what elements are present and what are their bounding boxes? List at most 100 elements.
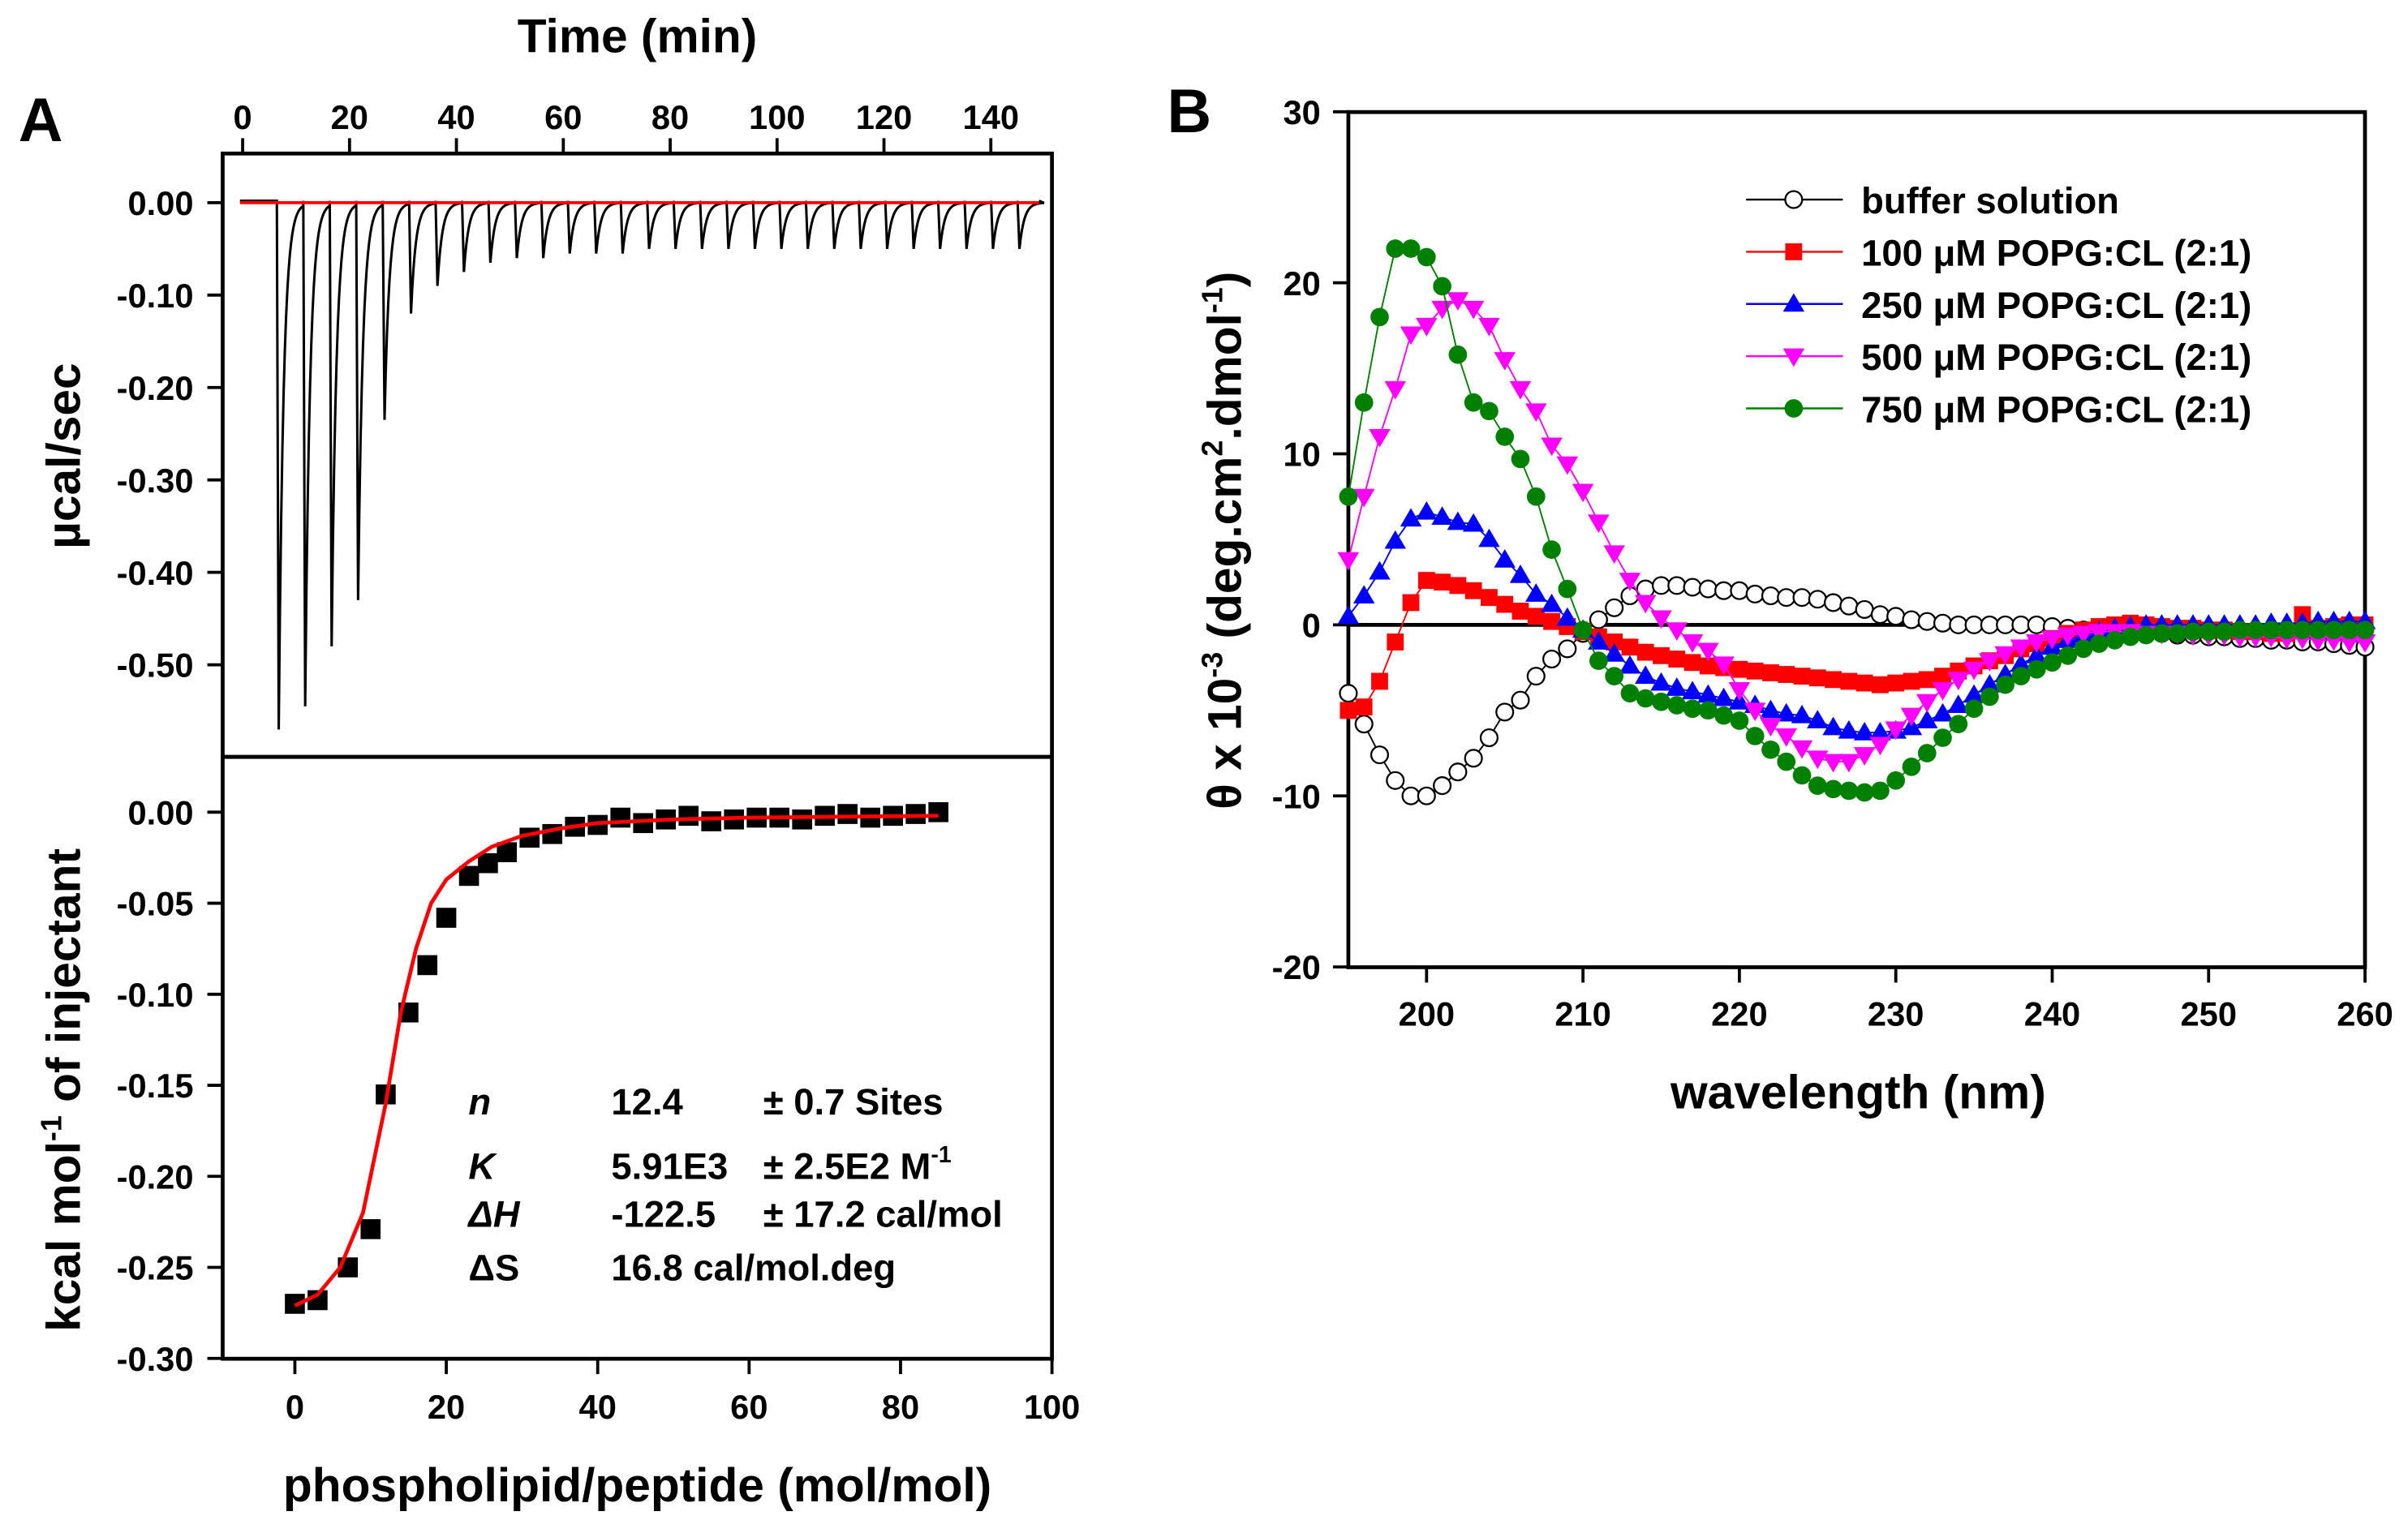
cd-data-point: [1556, 456, 1579, 475]
cd-data-point: [1589, 610, 1608, 629]
b-xlabel: wavelength (nm): [1670, 1067, 2046, 1119]
cd-data-point: [1761, 586, 1780, 606]
cd-data-point: [1369, 428, 1391, 448]
cd-data-point: [1683, 699, 1702, 719]
cd-data-point: [1855, 599, 1874, 619]
cd-data-point: [1573, 620, 1593, 640]
cd-data-point: [1760, 718, 1782, 737]
cd-data-point: [1667, 696, 1687, 715]
cd-data-point: [1916, 710, 1938, 728]
itc-fit-curve: [294, 814, 939, 1308]
cd-data-point: [1588, 514, 1610, 534]
cd-data-point: [1996, 615, 2015, 634]
a-bottom-ytick-label: -0.05: [117, 885, 194, 923]
cd-data-point: [1400, 508, 1422, 527]
cd-data-point: [1917, 744, 1937, 762]
cd-data-point: [1558, 579, 1577, 599]
cd-data-point: [1525, 583, 1547, 602]
a-bottom-ytick-label: -0.25: [117, 1249, 194, 1287]
cd-data-point: [1853, 747, 1876, 766]
cd-data-point: [1824, 593, 1843, 612]
cd-data-point: [1964, 615, 1984, 634]
cd-data-point: [2105, 631, 2124, 650]
cd-data-point: [1778, 666, 1795, 683]
legend-marker: [1782, 348, 1805, 367]
cd-data-point: [2340, 620, 2359, 640]
cd-data-point: [1714, 706, 1733, 725]
b-legend: buffer solution 100 μM POPG:CL (2:1) 250 μ…: [1746, 180, 2251, 431]
cd-data-point: [1619, 573, 1641, 591]
a-top-xtick-label: 120: [856, 98, 912, 136]
cd-data-point: [1606, 633, 1623, 651]
a-top-thermogram-trace: [239, 200, 1045, 730]
cd-data-point: [1371, 672, 1388, 690]
cd-data-point: [1603, 642, 1625, 662]
cd-data-point: [1621, 638, 1639, 656]
cd-data-point: [1698, 701, 1718, 720]
cd-data-point: [1464, 393, 1483, 412]
param-ds-label: ΔS: [468, 1247, 519, 1289]
cd-data-point: [1949, 615, 1968, 634]
cd-data-point: [1636, 689, 1655, 708]
cd-data-point: [2011, 615, 2031, 634]
cd-data-point: [1775, 728, 1797, 747]
cd-data-point: [1542, 650, 1562, 669]
cd-data-point: [1511, 690, 1530, 710]
cd-data-point: [2152, 624, 2171, 643]
a-top-ytick-label: -0.10: [117, 277, 194, 315]
cd-data-point: [2010, 653, 2032, 672]
cd-data-point: [1634, 665, 1657, 685]
cd-data-point: [2088, 624, 2110, 643]
a-bottom-ytick-label: -0.15: [117, 1067, 194, 1105]
cd-data-point: [1339, 684, 1358, 703]
cd-data-point: [2121, 627, 2140, 646]
cd-data-point: [1588, 631, 1610, 650]
itc-data-point: [417, 955, 438, 976]
cd-data-point: [1605, 598, 1624, 617]
cd-data-point: [2027, 659, 2046, 679]
itc-data-point: [928, 802, 948, 822]
legend-label: 750 μM POPG:CL (2:1): [1861, 389, 2251, 431]
a-top-ytick-label: 0.00: [127, 184, 193, 222]
cd-data-point: [2089, 634, 2109, 653]
cd-data-point: [1808, 776, 1827, 795]
cd-data-point: [1730, 711, 1749, 730]
cd-data-point: [2025, 645, 2048, 663]
a-top-ytick-label: -0.20: [117, 369, 194, 407]
cd-data-point: [1417, 786, 1436, 805]
cd-data-point: [1947, 694, 1970, 713]
cd-data-point: [1384, 530, 1407, 549]
cd-data-point: [2230, 620, 2250, 640]
cd-data-point: [2058, 646, 2078, 665]
cd-data-point: [1745, 584, 1765, 603]
cd-data-point: [2041, 630, 2063, 650]
cd-data-point: [1352, 585, 1375, 604]
cd-data-point: [1667, 576, 1687, 595]
legend-marker: [1784, 190, 1804, 209]
cd-series-1: [1339, 572, 2374, 719]
b-ytick-label: 10: [1284, 436, 1321, 474]
cd-data-point: [1509, 380, 1532, 400]
cd-data-point: [1387, 633, 1404, 651]
cd-data-point: [2324, 620, 2343, 640]
cd-data-point: [1354, 715, 1374, 734]
cd-data-point: [2183, 622, 2203, 642]
cd-data-point: [1697, 642, 1719, 662]
cd-data-point: [1494, 549, 1516, 568]
cd-data-point: [1416, 317, 1438, 337]
a-bottom-ytick-label: -0.30: [117, 1340, 194, 1378]
cd-data-point: [1620, 684, 1640, 703]
legend-marker: [1784, 399, 1804, 418]
cd-data-point: [1448, 345, 1468, 364]
b-ytick-label: 30: [1284, 93, 1321, 131]
cd-data-point: [1370, 745, 1390, 765]
cd-data-point: [2338, 634, 2361, 653]
cd-data-point: [1838, 754, 1860, 773]
cd-data-point: [1479, 728, 1499, 748]
cd-data-point: [1744, 702, 1766, 722]
cd-data-point: [1900, 707, 1923, 727]
a-top-frame: [221, 151, 1054, 759]
cd-data-point: [1917, 612, 1937, 631]
cd-data-point: [1352, 488, 1375, 508]
